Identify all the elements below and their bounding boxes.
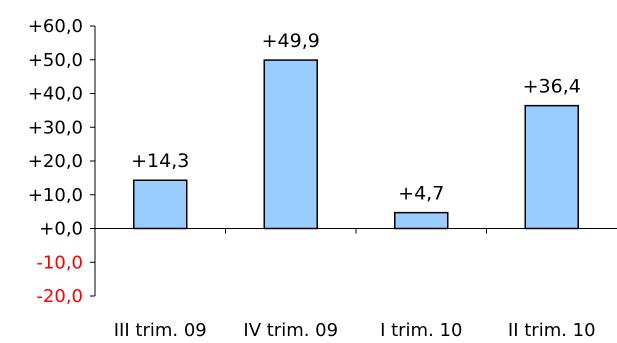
y-tick-label: +30,0 <box>28 117 83 138</box>
y-tick-label: +50,0 <box>28 50 83 71</box>
bar <box>133 179 188 230</box>
data-labels: +14,3 +49,9 +4,7 +36,4 <box>131 30 581 205</box>
data-label: +4,7 <box>398 183 444 205</box>
x-category-label: II trim. 10 <box>508 320 596 341</box>
bar <box>394 211 449 230</box>
x-category-label: IV trim. 09 <box>243 320 338 341</box>
x-category-label: III trim. 09 <box>114 320 207 341</box>
y-tick-label: +0,0 <box>39 219 83 240</box>
data-label: +14,3 <box>131 150 189 172</box>
x-axis: III trim. 09 IV trim. 09 I trim. 10 II trim… <box>95 228 617 341</box>
y-tick-label: +10,0 <box>28 185 83 206</box>
bar <box>524 104 579 230</box>
data-label: +49,9 <box>262 30 320 52</box>
bars <box>133 59 579 230</box>
y-tick-label: -20,0 <box>36 286 83 307</box>
data-label: +36,4 <box>523 76 581 98</box>
y-tick-label: +60,0 <box>28 16 83 37</box>
y-tick-label: +20,0 <box>28 151 83 172</box>
y-tick-label: -10,0 <box>36 252 83 273</box>
y-tick-label: +40,0 <box>28 84 83 105</box>
y-axis: +60,0 +50,0 +40,0 +30,0 +20,0 +10,0 +0,0 -10,0 -… <box>28 16 96 307</box>
bar <box>263 59 318 230</box>
x-category-label: I trim. 10 <box>380 320 462 341</box>
